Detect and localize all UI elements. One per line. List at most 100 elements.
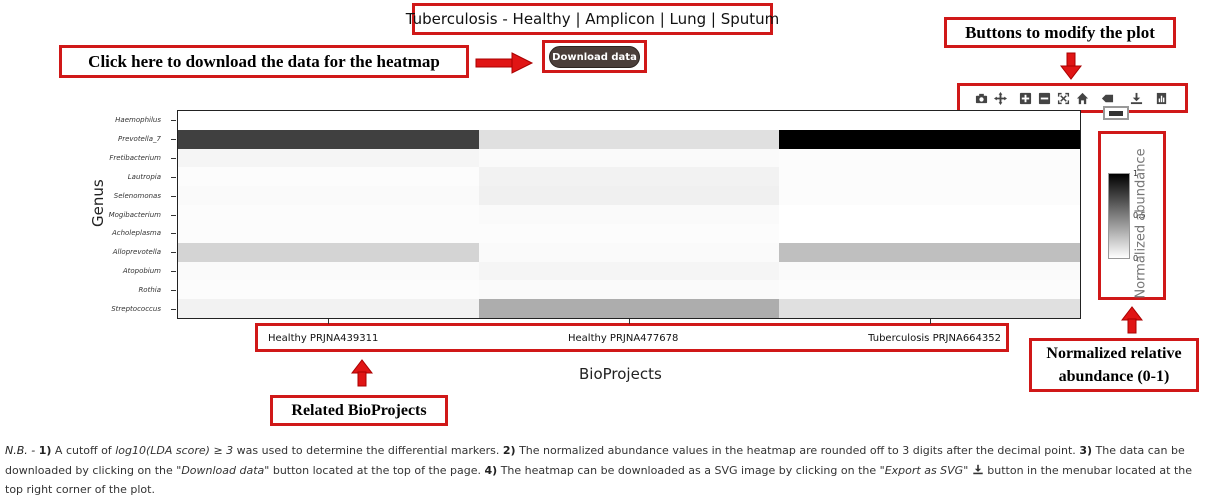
zoom-in-icon[interactable]: [1016, 89, 1035, 108]
heatmap-cell[interactable]: [478, 261, 780, 281]
download-icon: [973, 464, 983, 474]
heatmap-cell[interactable]: [779, 205, 1081, 225]
heatmap-cell[interactable]: [478, 129, 780, 150]
heatmap-cell[interactable]: [178, 223, 480, 244]
down-arrow-icon: [1060, 52, 1082, 80]
pan-icon[interactable]: [991, 89, 1010, 108]
heatmap-cell[interactable]: [779, 280, 1081, 300]
y-tick-label: Atopobium: [122, 266, 161, 275]
heatmap-cell[interactable]: [478, 205, 780, 225]
y-tick-mark: [171, 308, 176, 310]
plot-title-box: Tuberculosis - Healthy | Amplicon | Lung…: [406, 3, 779, 35]
y-tick-label: Rothia: [138, 285, 161, 294]
heatmap-cell[interactable]: [178, 186, 480, 206]
heatmap-cell[interactable]: [178, 129, 480, 150]
camera-icon[interactable]: [972, 89, 991, 108]
heatmap-cell[interactable]: [478, 186, 780, 206]
download-button-box: Download data: [542, 40, 647, 73]
heatmap-cell[interactable]: [178, 148, 480, 168]
heatmap-cell[interactable]: [178, 261, 480, 281]
heatmap-cell[interactable]: [178, 242, 480, 263]
heatmap-cell[interactable]: [178, 167, 480, 187]
plot-toolbar: [957, 83, 1188, 113]
y-tick-label: Haemophilus: [115, 116, 161, 125]
heatmap-cell[interactable]: [779, 261, 1081, 281]
note-4-quote: "Export as SVG": [879, 463, 969, 477]
note-3-suffix: button located at the top of the page.: [272, 463, 481, 477]
up-arrow-icon: [351, 359, 373, 387]
heatmap-cell[interactable]: [779, 223, 1081, 244]
colorbar-tick-mid: 0.5: [1133, 211, 1146, 220]
heatmap-cell[interactable]: [478, 223, 780, 244]
home-icon[interactable]: [1073, 89, 1092, 108]
y-axis-label: Genus: [89, 179, 107, 227]
y-tick-label: Prevotella_7: [117, 135, 161, 144]
x-axis-tick-box: Healthy PRJNA439311 Healthy PRJNA477678 Tu…: [255, 323, 1009, 352]
chart-icon[interactable]: [1152, 89, 1171, 108]
note-3-prefix: The data can be downloaded by clicking o…: [5, 444, 1185, 477]
note-4-suffix: button in the menubar located at the top…: [5, 463, 1193, 497]
heatmap-cell[interactable]: [178, 205, 480, 225]
bioprojects-annotation: Related BioProjects: [270, 395, 448, 426]
x-tick-mark: [328, 319, 330, 324]
heatmap-cell[interactable]: [779, 299, 1081, 319]
note-4-number: 4): [484, 463, 498, 477]
y-tick-label: Acholeplasma: [111, 229, 161, 238]
notes: N.B. - 1) A cutoff of log10(LDA score) ≥…: [5, 441, 1205, 499]
y-tick-mark: [171, 289, 176, 291]
y-tick-label: Fretibacterium: [109, 154, 161, 163]
abundance-annotation: Normalized relative abundance (0-1): [1029, 338, 1199, 392]
note-3-number: 3): [1079, 444, 1092, 457]
y-tick-mark: [171, 158, 176, 160]
autoscale-icon[interactable]: [1054, 89, 1073, 108]
heatmap-cell[interactable]: [478, 299, 780, 319]
heatmap-cell[interactable]: [779, 111, 1081, 131]
heatmap-cell[interactable]: [779, 186, 1081, 206]
y-tick-label: Mogibacterium: [108, 210, 161, 219]
heatmap-cell[interactable]: [178, 111, 480, 131]
heatmap-cell[interactable]: [478, 167, 780, 187]
colorbar-tick-min: 0: [1133, 254, 1139, 263]
download-annotation: Click here to download the data for the …: [59, 45, 469, 78]
heatmap-cell[interactable]: [478, 111, 780, 131]
x-tick-label: Healthy PRJNA439311: [268, 333, 379, 344]
download-annotation-text: Click here to download the data for the …: [88, 51, 440, 71]
y-tick-label: Lautropia: [127, 172, 161, 181]
y-tick-label: Selenomonas: [113, 191, 161, 200]
abundance-annotation-line2: abundance (0-1): [1058, 368, 1170, 385]
tag-icon[interactable]: [1098, 89, 1117, 108]
note-1-formula: log10(LDA score) ≥ 3: [115, 444, 234, 457]
y-tick-label: Streptococcus: [111, 304, 161, 313]
download-data-button[interactable]: Download data: [549, 46, 640, 68]
colorbar-drag-handle[interactable]: [1103, 106, 1129, 120]
note-2-number: 2): [502, 444, 516, 457]
download-svg-icon[interactable]: [1127, 89, 1146, 108]
heatmap-cell[interactable]: [779, 242, 1081, 263]
heatmap-cell[interactable]: [779, 167, 1081, 187]
note-4-prefix: The heatmap can be downloaded as a SVG i…: [500, 463, 877, 477]
note-1-suffix: was used to determine the differential m…: [236, 444, 500, 457]
x-axis-label: BioProjects: [579, 365, 662, 383]
y-tick-mark: [171, 176, 176, 178]
colorbar-box: 1 0.5 0 Normalized abundance: [1098, 131, 1166, 300]
x-tick-mark: [629, 319, 630, 324]
colorbar-gradient: [1108, 173, 1130, 259]
heatmap-cell[interactable]: [178, 299, 480, 319]
heatmap-cell[interactable]: [178, 280, 480, 300]
y-tick-mark: [171, 195, 176, 197]
note-1-number: 1): [38, 444, 52, 457]
y-tick-mark: [171, 270, 176, 272]
heatmap-cell[interactable]: [478, 148, 780, 168]
y-tick-mark: [171, 252, 176, 254]
bioprojects-annotation-text: Related BioProjects: [291, 401, 427, 419]
heatmap-cell[interactable]: [478, 242, 780, 263]
heatmap-cell[interactable]: [779, 148, 1081, 168]
colorbar-title: Normalized abundance: [1133, 148, 1149, 299]
zoom-out-icon[interactable]: [1035, 89, 1054, 108]
colorbar-tick-max: 1: [1133, 169, 1139, 178]
y-tick-mark: [171, 120, 176, 122]
heatmap-cell[interactable]: [478, 280, 780, 300]
y-tick-mark: [171, 233, 176, 235]
heatmap-cell[interactable]: [779, 129, 1081, 150]
y-tick-mark: [171, 139, 176, 141]
